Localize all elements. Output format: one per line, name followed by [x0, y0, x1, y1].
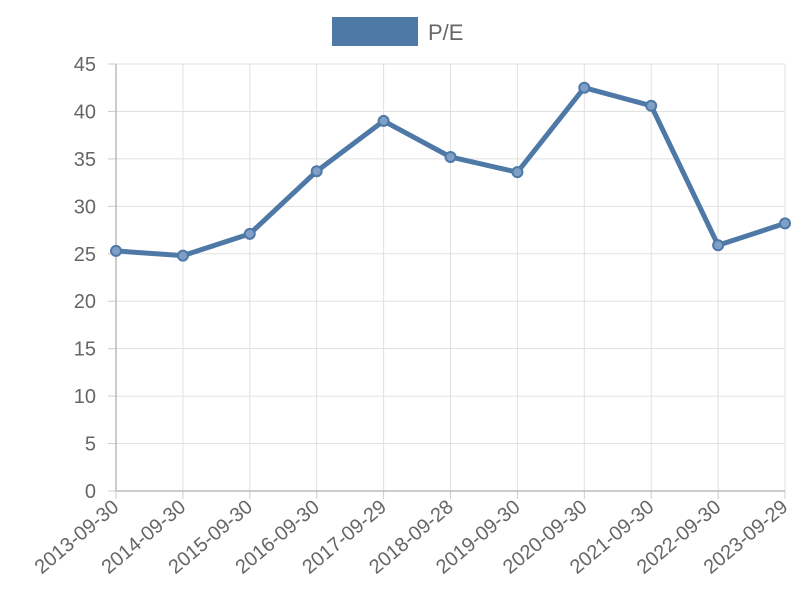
- y-tick-label: 30: [74, 196, 96, 218]
- data-point: [444, 150, 457, 163]
- data-point: [511, 166, 524, 179]
- data-point: [243, 227, 256, 240]
- y-tick-label: 15: [74, 339, 96, 361]
- data-point: [779, 217, 791, 230]
- data-point: [578, 81, 591, 94]
- legend: P/E: [332, 17, 463, 46]
- legend-swatch: [332, 17, 418, 46]
- data-point: [712, 239, 725, 252]
- x-axis-ticks: 2013-09-302014-09-302015-09-302016-09-30…: [31, 496, 793, 579]
- y-tick-label: 0: [85, 481, 96, 503]
- data-point: [110, 244, 122, 257]
- series: [110, 81, 791, 262]
- grid: [115, 63, 786, 492]
- data-point: [377, 114, 390, 127]
- y-tick-label: 20: [74, 291, 96, 313]
- y-tick-label: 40: [74, 101, 96, 123]
- y-tick-label: 45: [74, 54, 96, 76]
- data-point: [176, 249, 189, 262]
- y-tick-label: 35: [74, 149, 96, 171]
- y-tick-label: 10: [74, 386, 96, 408]
- data-point: [310, 165, 323, 178]
- legend-label: P/E: [428, 20, 463, 45]
- axes: [108, 63, 786, 499]
- y-tick-label: 5: [85, 434, 96, 456]
- y-tick-label: 25: [74, 244, 96, 266]
- y-axis-ticks: 0 5 10 15 20 25 30 35 40 45: [74, 54, 96, 503]
- data-point: [645, 99, 658, 112]
